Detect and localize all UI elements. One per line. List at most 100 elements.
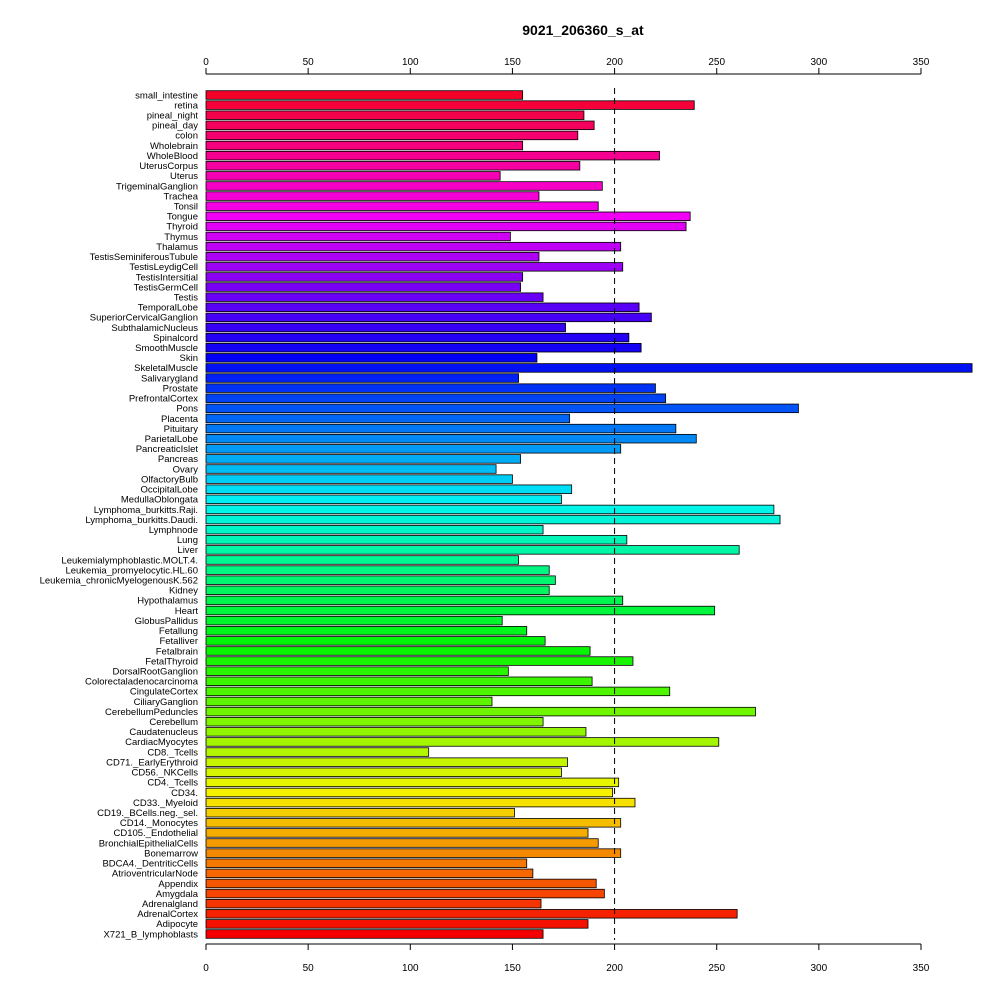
category-label: Salivarygland <box>141 373 198 384</box>
bar-CardiacMyocytes <box>205 737 720 747</box>
category-label: SuperiorCervicalGanglion <box>90 313 198 324</box>
bar-Tongue <box>205 211 691 222</box>
bar-SkeletalMuscle <box>205 363 973 373</box>
bar-Pons <box>205 403 799 414</box>
bar-Fetalbrain <box>205 646 591 656</box>
category-label: CD105._Endothelial <box>113 828 198 839</box>
bar-Leukemia_promyelocytic.HL.60 <box>205 565 550 575</box>
bar-Tonsil <box>205 201 599 211</box>
bar-CD71._EarlyErythroid <box>205 757 568 767</box>
category-label: Fetallung <box>159 626 198 637</box>
tick-label: 250 <box>708 963 725 974</box>
tick-label: 350 <box>913 57 930 68</box>
bar-Fetallung <box>205 626 528 636</box>
category-label: AtrioventricularNode <box>112 869 198 880</box>
bar-PrefrontalCortex <box>205 393 667 403</box>
category-label: Cerebellum <box>149 717 198 728</box>
bar-Prostate <box>205 383 656 393</box>
category-label: PancreaticIslet <box>136 444 199 455</box>
bars-group <box>205 90 973 939</box>
category-label: Leukemia_promyelocytic.HL.60 <box>65 565 198 576</box>
category-label: SubthalamicNucleus <box>111 323 198 334</box>
bar-Adipocyte <box>205 919 589 929</box>
bar-Salivarygland <box>205 373 519 383</box>
category-label: Uterus <box>170 171 198 182</box>
category-label: GlobusPallidus <box>135 616 199 627</box>
tick-label: 100 <box>402 57 419 68</box>
bar-Cerebellum <box>205 717 544 727</box>
bar-Amygdala <box>205 888 605 899</box>
category-label: TrigeminalGanglion <box>116 181 198 192</box>
bar-Thymus <box>205 231 511 242</box>
bar-Thyroid <box>205 221 687 232</box>
category-label: Trachea <box>164 191 199 202</box>
category-label: Pituitary <box>164 424 199 435</box>
category-label: Lung <box>177 535 198 546</box>
category-label: Leukemia_chronicMyelogenousK.562 <box>40 576 198 587</box>
category-labels: small_intestineretinapineal_nightpineal_… <box>40 90 199 940</box>
category-label: Hypothalamus <box>137 596 198 607</box>
bar-Testis <box>205 292 544 302</box>
bar-BronchialEpithelialCells <box>205 838 599 848</box>
category-label: TestisSeminiferousTubule <box>90 252 198 263</box>
category-label: BronchialEpithelialCells <box>99 838 199 849</box>
category-label: retina <box>174 100 198 111</box>
category-label: Thalamus <box>156 242 198 253</box>
category-label: Fetalbrain <box>156 646 198 657</box>
bar-Lymphoma_burkitts.Raji. <box>205 504 775 515</box>
category-label: Adipocyte <box>156 919 198 930</box>
bar-SubthalamicNucleus <box>205 322 566 333</box>
category-label: Adrenalgland <box>142 899 198 910</box>
bar-CD56._NKCells <box>205 767 562 777</box>
bar-AtrioventricularNode <box>205 868 534 879</box>
bar-OccipitalLobe <box>205 484 573 494</box>
category-label: SkeletalMuscle <box>134 363 198 374</box>
bar-AdrenalCortex <box>205 909 738 919</box>
category-label: CingulateCortex <box>130 687 198 698</box>
bar-Hypothalamus <box>205 595 624 606</box>
category-label: OlfactoryBulb <box>141 474 198 485</box>
category-label: colon <box>175 131 198 142</box>
category-label: X721_B_lymphoblasts <box>103 929 198 940</box>
category-label: CD4._Tcells <box>147 778 198 789</box>
bar-Lymphoma_burkitts.Daudi. <box>205 514 781 525</box>
bar-Bonemarrow <box>205 848 622 858</box>
bar-colon <box>205 130 579 141</box>
bar-Leukemia_chronicMyelogenousK.562 <box>205 575 556 585</box>
bar-Spinalcord <box>205 332 630 343</box>
bar-TrigeminalGanglion <box>205 181 603 191</box>
tick-label: 50 <box>303 963 315 974</box>
bar-pineal_night <box>205 110 585 120</box>
bar-TestisGermCell <box>205 282 522 292</box>
bar-GlobusPallidus <box>205 615 503 626</box>
bar-TestisLeydigCell <box>205 262 624 272</box>
bar-CD4._Tcells <box>205 777 620 788</box>
category-label: Lymphoma_burkitts.Daudi. <box>85 515 198 526</box>
category-label: AdrenalCortex <box>137 909 198 920</box>
category-label: ParietalLobe <box>145 434 198 445</box>
bar-PancreaticIslet <box>205 444 622 454</box>
category-label: Testis <box>174 292 199 303</box>
bar-SuperiorCervicalGanglion <box>205 312 652 323</box>
bar-Skin <box>205 353 538 363</box>
category-label: CD8._Tcells <box>147 747 198 758</box>
category-label: Caudatenucleus <box>129 727 198 738</box>
category-label: CD33._Myeloid <box>133 798 198 809</box>
category-label: Heart <box>175 606 199 617</box>
bar-Pancreas <box>205 454 522 464</box>
category-label: OccipitalLobe <box>140 485 198 496</box>
category-label: Colorectaladenocarcinoma <box>85 677 199 688</box>
bar-TestisSeminiferousTubule <box>205 252 540 262</box>
tick-label: 300 <box>811 57 828 68</box>
bar-ParietalLobe <box>205 433 697 444</box>
category-label: pineal_night <box>147 111 199 122</box>
category-label: Prostate <box>163 383 198 394</box>
bar-Pituitary <box>205 423 677 434</box>
tick-label: 300 <box>811 963 828 974</box>
bar-CerebellumPeduncles <box>205 706 756 717</box>
bar-Colorectaladenocarcinoma <box>205 676 593 686</box>
bar-Kidney <box>205 585 550 596</box>
bar-Placenta <box>205 413 571 424</box>
category-label: Lymphnode <box>149 525 198 536</box>
